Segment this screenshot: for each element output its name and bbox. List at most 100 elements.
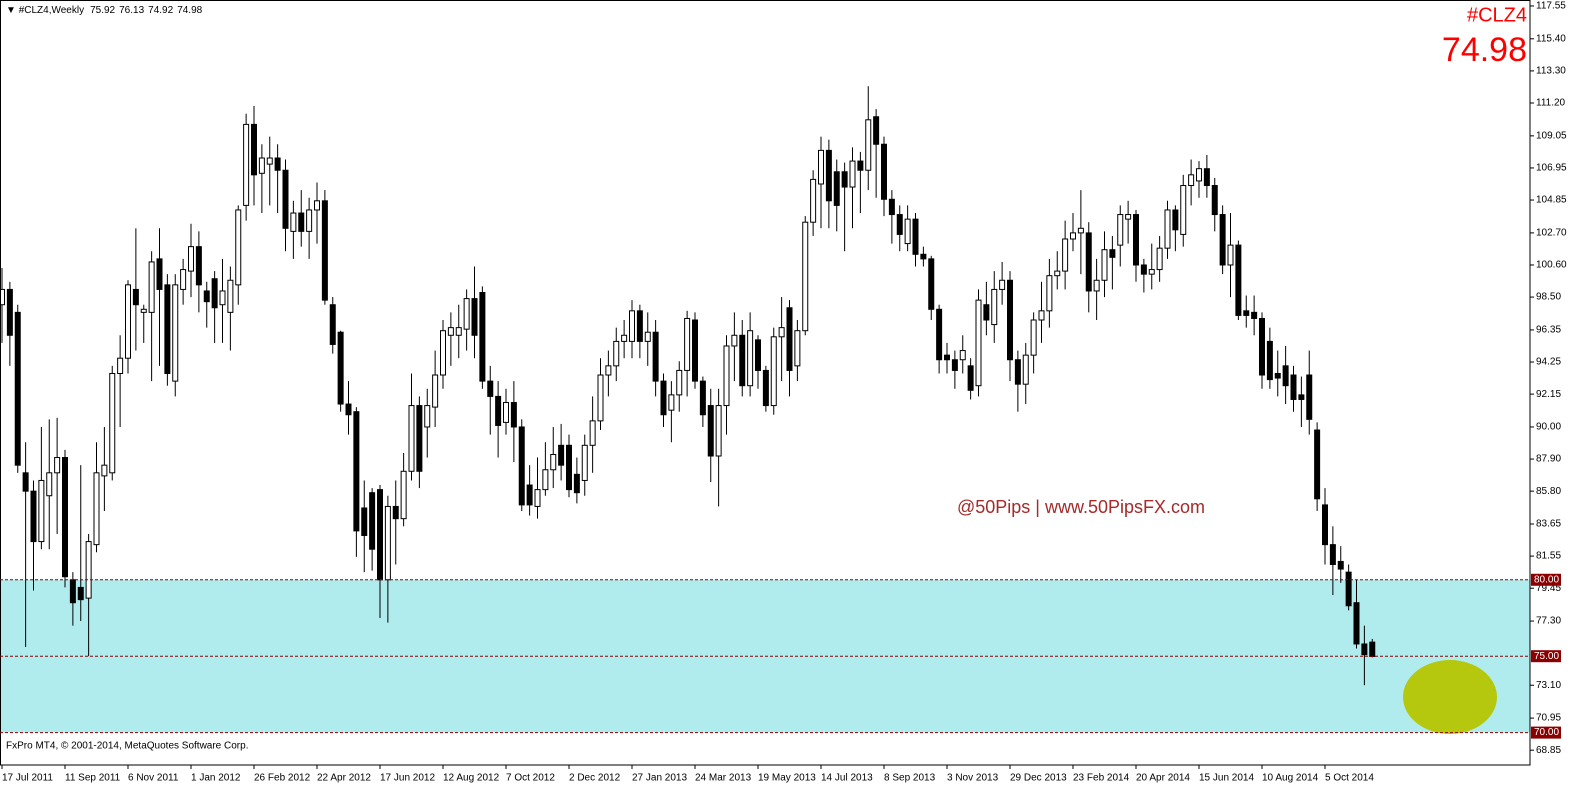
x-tick-label: 11 Sep 2011 (65, 773, 121, 784)
candle-body (652, 331, 659, 382)
symbol: #CLZ4 (1467, 4, 1527, 26)
candle-body (1329, 544, 1336, 566)
candle-body (14, 311, 21, 466)
candle-body (22, 472, 29, 492)
candle-body (692, 319, 698, 382)
x-tick-label: 26 Feb 2012 (254, 773, 311, 784)
candle-body (1046, 275, 1053, 312)
x-tick-label: 19 May 2013 (758, 773, 816, 784)
candle-body (337, 331, 344, 405)
candle-body (873, 116, 880, 145)
y-tick-label: 98.50 (1536, 292, 1561, 303)
level-label: 70.00 (1534, 727, 1559, 738)
candle-body (621, 334, 628, 342)
candle-body (180, 269, 187, 290)
candle-body (69, 579, 76, 604)
candle-body (46, 472, 53, 497)
candle-body (1117, 214, 1124, 246)
candle-body (762, 369, 769, 407)
candle-body (865, 119, 872, 171)
candle-body (644, 331, 651, 342)
candle-body (416, 405, 423, 472)
level-label: 80.00 (1534, 574, 1559, 585)
x-tick-label: 22 Apr 2012 (317, 773, 371, 784)
y-tick-label: 109.05 (1536, 130, 1567, 141)
candle-body (1361, 643, 1368, 656)
candle-body (810, 178, 817, 223)
last-price: 74.98 (1442, 31, 1527, 69)
x-tick-label: 8 Sep 2013 (884, 773, 936, 784)
candle-body (203, 290, 210, 303)
candle-body (30, 490, 37, 543)
candle-body (455, 327, 462, 336)
candle-body (1203, 168, 1210, 187)
candle-body (329, 304, 336, 345)
x-tick-label: 6 Nov 2011 (128, 773, 179, 784)
candle-body (566, 444, 572, 491)
header-close: 74.98 (177, 5, 202, 16)
header-high: 76.13 (119, 5, 144, 16)
candle-body (1164, 209, 1171, 249)
candle-body (589, 420, 596, 446)
candle-body (85, 541, 92, 599)
candle-body (1054, 270, 1061, 277)
candle-body (778, 327, 785, 338)
candle-body (542, 469, 549, 491)
y-tick-label: 79.45 (1536, 583, 1561, 594)
candle-body (314, 200, 320, 211)
candle-body (392, 505, 399, 520)
candle-body (384, 505, 391, 581)
candle-body (684, 317, 691, 371)
candle-body (1211, 185, 1218, 216)
candle-body (140, 308, 147, 313)
candle-body (251, 123, 257, 176)
candle-body (770, 336, 777, 407)
candle-body (1274, 372, 1281, 379)
candle-body (739, 334, 746, 387)
y-tick-label: 68.85 (1536, 745, 1561, 756)
candle-body (841, 171, 848, 188)
candle-body (503, 402, 509, 423)
candle-body (747, 330, 754, 387)
y-tick-label: 90.00 (1536, 422, 1561, 433)
candle-body (164, 284, 171, 374)
candle-body (1322, 504, 1328, 546)
candle-body (660, 380, 667, 416)
candle-body (1243, 310, 1250, 316)
candle-body (1133, 214, 1139, 266)
candle-body (109, 372, 116, 474)
candle-body (125, 284, 131, 359)
candle-body (369, 492, 376, 550)
candle-body (1188, 174, 1195, 187)
y-tick-label: 106.95 (1536, 163, 1567, 174)
candle-body (707, 405, 714, 457)
candle-body (377, 489, 383, 581)
candle-body (1306, 374, 1313, 420)
x-tick-label: 7 Oct 2012 (506, 773, 555, 784)
candle-body (298, 212, 305, 232)
candle-body (479, 291, 486, 382)
candle-body (1014, 359, 1021, 385)
candle-body (920, 253, 927, 260)
candle-body (518, 426, 525, 506)
candle-body (440, 330, 446, 376)
candle-body (802, 221, 809, 332)
y-tick-label: 70.95 (1536, 713, 1561, 724)
candle-body (1038, 310, 1045, 321)
y-tick-label: 81.55 (1536, 551, 1561, 562)
header-icon: ▼ (6, 5, 19, 16)
candle-body (573, 473, 580, 494)
candle-body (1345, 571, 1352, 607)
candle-body (1109, 249, 1116, 258)
candle-body (1227, 244, 1234, 266)
candle-body (463, 298, 470, 330)
candle-body (361, 507, 368, 536)
candle-body (1101, 249, 1108, 281)
y-tick-label: 104.85 (1536, 195, 1567, 206)
candles (0, 86, 1376, 686)
candle-body (881, 143, 887, 200)
header-low: 74.92 (148, 5, 173, 16)
y-tick-label: 87.90 (1536, 454, 1561, 465)
candle-body (1180, 185, 1187, 235)
